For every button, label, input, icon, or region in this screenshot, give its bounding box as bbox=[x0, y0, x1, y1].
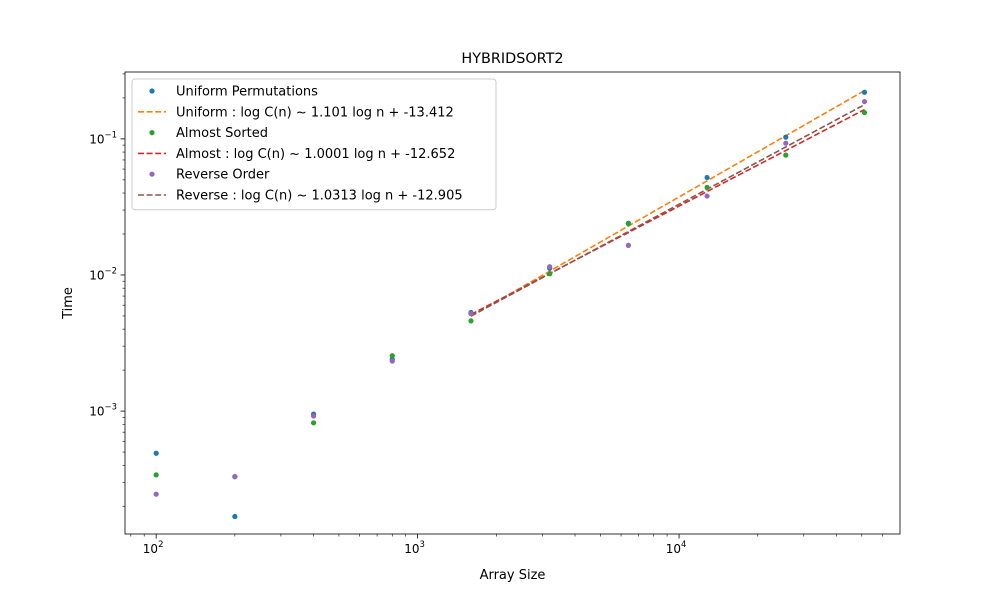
data-point-s4-5 bbox=[547, 264, 553, 270]
y-tick-label-exp-1: −2 bbox=[104, 266, 117, 276]
x-tick-label-base-0: 10 bbox=[143, 542, 158, 556]
y-tick-label-base-0: 10 bbox=[89, 405, 104, 419]
data-point-s0-0 bbox=[153, 450, 159, 456]
x-tick-label-2: 104 bbox=[666, 540, 687, 556]
legend-frame bbox=[131, 78, 497, 211]
data-point-s2-8 bbox=[783, 152, 789, 158]
fit-line-5 bbox=[470, 103, 865, 317]
data-point-s4-8 bbox=[783, 140, 789, 146]
x-tick-label-1: 103 bbox=[404, 540, 425, 556]
x-tick-label-exp-0: 2 bbox=[158, 540, 163, 550]
legend-label-0: Uniform Permutations bbox=[176, 85, 318, 100]
data-point-s2-2 bbox=[310, 420, 317, 426]
legend-swatch-2 bbox=[149, 130, 155, 136]
x-tick-label-exp-1: 3 bbox=[420, 540, 425, 550]
y-tick-label-0: 10−3 bbox=[89, 403, 117, 419]
axes-frame bbox=[124, 71, 901, 535]
data-point-s4-1 bbox=[232, 474, 238, 480]
y-tick-label-base-1: 10 bbox=[89, 268, 104, 282]
y-tick-label-base-2: 10 bbox=[89, 132, 104, 146]
x-tick-label-0: 102 bbox=[143, 540, 164, 556]
y-tick-label-exp-2: −1 bbox=[104, 130, 117, 140]
data-point-s4-0 bbox=[153, 491, 159, 497]
legend-swatch-0 bbox=[149, 88, 155, 94]
y-tick-label-2: 10−1 bbox=[89, 130, 117, 146]
axes bbox=[124, 71, 901, 535]
data-point-s2-9 bbox=[861, 109, 868, 116]
plot-area bbox=[153, 89, 868, 520]
y-tick-label-exp-0: −3 bbox=[104, 403, 117, 413]
legend-label-2: Almost Sorted bbox=[176, 126, 268, 141]
data-point-s4-6 bbox=[625, 242, 631, 248]
x-tick-label-exp-2: 4 bbox=[681, 540, 686, 550]
y-tick-label-1: 10−2 bbox=[89, 266, 117, 282]
fit-line-1 bbox=[470, 89, 865, 318]
data-point-s0-8 bbox=[783, 134, 789, 140]
y-axis-label: Time bbox=[61, 287, 76, 320]
data-point-s2-6 bbox=[625, 221, 631, 227]
data-point-s4-3 bbox=[389, 358, 395, 364]
data-point-s2-4 bbox=[468, 318, 474, 324]
data-point-s4-9 bbox=[861, 98, 868, 105]
legend-label-5: Reverse : log C(n) ~ 1.0313 log n + -12.… bbox=[176, 189, 463, 204]
x-tick-label-base-1: 10 bbox=[404, 542, 419, 556]
legend-label-1: Uniform : log C(n) ~ 1.101 log n + -13.4… bbox=[176, 105, 454, 120]
data-point-s4-7 bbox=[704, 193, 710, 199]
data-point-s2-7 bbox=[704, 184, 710, 190]
legend-swatch-4 bbox=[149, 171, 155, 177]
x-axis-label: Array Size bbox=[480, 568, 546, 583]
chart-title: HYBRIDSORT2 bbox=[461, 51, 563, 67]
data-point-s0-7 bbox=[704, 174, 710, 181]
data-point-s4-2 bbox=[310, 413, 317, 419]
x-tick-label-base-2: 10 bbox=[666, 542, 681, 556]
legend: Uniform Permutations Uniform : log C(n) ~… bbox=[131, 78, 497, 211]
data-point-s2-3 bbox=[389, 353, 395, 359]
data-point-s2-5 bbox=[547, 271, 553, 277]
data-point-s0-1 bbox=[232, 513, 238, 520]
data-point-s4-4 bbox=[468, 311, 474, 317]
data-point-s0-9 bbox=[861, 89, 868, 95]
legend-label-3: Almost : log C(n) ~ 1.0001 log n + -12.6… bbox=[176, 147, 455, 162]
data-point-s2-0 bbox=[153, 472, 159, 478]
legend-label-4: Reverse Order bbox=[176, 168, 270, 183]
